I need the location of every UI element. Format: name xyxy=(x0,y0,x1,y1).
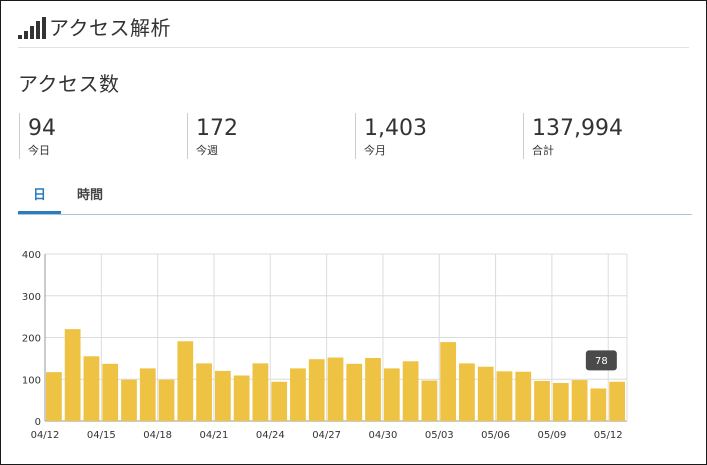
x-tick-label: 05/12 xyxy=(594,430,623,441)
bar-04/28 xyxy=(346,363,363,421)
bar-04/30 xyxy=(383,368,400,421)
stat-week: 172 今週 xyxy=(187,113,356,159)
bar-04/13 xyxy=(64,329,81,421)
y-tick-label: 100 xyxy=(22,375,41,386)
x-tick-label: 04/21 xyxy=(200,430,229,441)
stat-label: 今週 xyxy=(196,144,218,157)
stats-row: 94 今日 172 今週 1,403 今月 137,994 合計 xyxy=(19,113,691,159)
stat-value: 137,994 xyxy=(532,116,623,141)
tooltip-value: 78 xyxy=(595,356,608,367)
x-tick-label: 04/15 xyxy=(87,430,116,441)
stat-month: 1,403 今月 xyxy=(355,113,524,159)
bar-05/05 xyxy=(477,366,494,421)
bar-tooltip: 78 xyxy=(585,350,617,371)
y-tick-label: 400 xyxy=(22,250,41,261)
bar-04/16 xyxy=(121,379,137,421)
bar-04/18 xyxy=(158,379,175,421)
x-tick-label: 04/18 xyxy=(143,430,172,441)
tab-hour[interactable]: 時間 xyxy=(76,188,103,203)
x-tick-label: 05/06 xyxy=(481,430,510,441)
widget-title: アクセス解析 xyxy=(49,16,171,40)
section-title: アクセス数 xyxy=(18,72,120,96)
bar-05/09 xyxy=(552,383,569,421)
x-tick-label: 04/27 xyxy=(312,430,341,441)
x-tick-label: 04/12 xyxy=(31,430,60,441)
stat-value: 94 xyxy=(28,116,56,141)
bar-04/19 xyxy=(177,341,194,421)
x-tick-label: 05/03 xyxy=(425,430,454,441)
bar-04/24 xyxy=(271,381,288,421)
bar-04/17 xyxy=(139,368,156,421)
bar-04/15 xyxy=(102,363,119,421)
bar-04/22 xyxy=(233,375,250,421)
bar-04/25 xyxy=(290,368,306,421)
access-bar-chart: 0 100 200 300 400 04/12 04/15 04/18 04/21 04/24 04… xyxy=(22,250,628,441)
stat-today: 94 今日 xyxy=(19,113,188,159)
bar-04/27 xyxy=(327,357,344,421)
bar-05/01 xyxy=(402,361,419,421)
tooltip-box xyxy=(585,350,617,371)
bar-04/29 xyxy=(365,357,381,421)
bar-05/04 xyxy=(459,363,475,421)
x-tick-label: 05/09 xyxy=(537,430,566,441)
bar-05/11 xyxy=(590,388,607,421)
bar-05/02 xyxy=(421,380,438,421)
stat-label: 合計 xyxy=(532,144,554,157)
bar-05/10 xyxy=(571,380,588,421)
bar-04/23 xyxy=(252,363,269,421)
y-tick-label: 0 xyxy=(35,417,41,428)
stat-label: 今日 xyxy=(28,144,50,157)
stat-label: 今月 xyxy=(364,144,386,157)
tab-bar: 日 時間 xyxy=(18,183,692,215)
x-tick-label: 04/30 xyxy=(369,430,398,441)
bar-04/26 xyxy=(308,359,325,421)
bar-05/06 xyxy=(496,371,513,421)
tab-day[interactable]: 日 xyxy=(18,183,61,214)
stat-value: 172 xyxy=(196,116,238,141)
bar-04/21 xyxy=(214,370,231,421)
bar-05/12 xyxy=(609,381,625,421)
signal-bars-icon xyxy=(18,17,46,39)
bar-04/14 xyxy=(83,356,100,421)
y-tick-label: 300 xyxy=(22,292,41,303)
y-tick-label: 200 xyxy=(22,334,41,345)
bar-05/08 xyxy=(534,380,550,421)
bar-04/20 xyxy=(196,363,212,421)
x-tick-label: 04/24 xyxy=(256,430,285,441)
bar-05/07 xyxy=(515,371,532,421)
bar-04/12 xyxy=(46,372,62,421)
stat-total: 137,994 合計 xyxy=(523,113,692,159)
bar-05/03 xyxy=(440,342,457,421)
stat-value: 1,403 xyxy=(364,116,427,141)
widget-header: アクセス解析 xyxy=(18,14,689,48)
